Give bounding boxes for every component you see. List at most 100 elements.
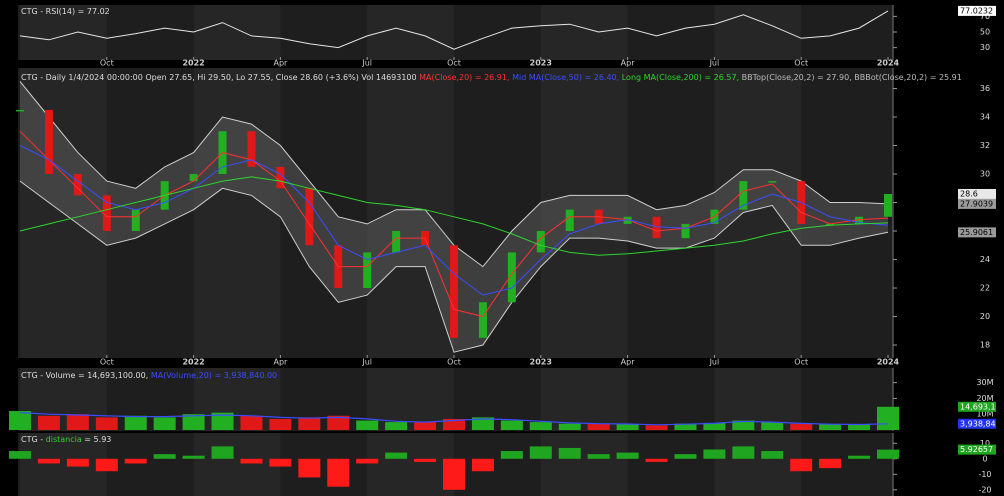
value-tag-label: 27.9039 <box>960 199 993 208</box>
candle <box>276 166 285 189</box>
period-band <box>193 68 281 358</box>
line <box>19 412 889 426</box>
period-band <box>20 368 107 431</box>
x-tick-label: Apr <box>273 59 288 68</box>
y-tick-label: 20 <box>980 312 990 321</box>
period-band <box>193 368 281 431</box>
title-part: CTG - RSI(14) = 77.02 <box>21 7 110 16</box>
bar <box>674 454 697 459</box>
x-tick-label: 2024 <box>877 358 900 367</box>
candle <box>652 216 661 239</box>
bar <box>443 418 465 430</box>
bar <box>848 455 871 459</box>
bar <box>66 414 89 430</box>
y-tick-label: 32 <box>980 141 990 150</box>
line <box>19 145 889 296</box>
candle <box>855 216 864 224</box>
value-tag <box>958 188 996 199</box>
value-tag <box>958 5 996 16</box>
y-tick-label: 0 <box>982 454 987 463</box>
x-tick-label: Oct <box>447 358 461 367</box>
candle <box>536 231 545 253</box>
value-tag-label: 28.6 <box>960 189 978 198</box>
value-tag <box>958 444 996 455</box>
bar <box>645 425 668 430</box>
line <box>19 176 889 256</box>
candle <box>565 209 574 232</box>
x-tick-label: 2022 <box>182 358 204 367</box>
x-tick-label: Oct <box>794 59 808 68</box>
title-part: Long MA(Close,200) = 26.57, <box>622 73 742 82</box>
bar <box>558 447 581 459</box>
bar <box>877 449 899 459</box>
value-tag-label: 14,693,1 <box>960 402 996 411</box>
candle <box>131 209 140 232</box>
value-tag <box>958 227 996 238</box>
bar <box>95 458 118 472</box>
x-tick-label: 2022 <box>182 59 204 68</box>
x-tick-label: Jul <box>361 358 372 367</box>
value-tag <box>958 198 996 209</box>
period-band <box>714 433 802 496</box>
bar <box>182 414 205 430</box>
panel-title: CTG - Daily 1/4/2024 00:00:00 Open 27.65… <box>21 73 962 82</box>
bar <box>385 422 408 430</box>
value-tag-label: 5.92657 <box>960 445 993 454</box>
value-tag-label: 3,938,84 <box>960 419 996 428</box>
candle <box>739 181 748 210</box>
bar <box>211 412 234 430</box>
x-tick-label: 2024 <box>877 59 900 68</box>
period-band <box>540 433 628 496</box>
bar <box>500 451 523 459</box>
title-part: MA(Volume,20) = 3,938,840.00 <box>151 371 277 380</box>
x-tick-label: Oct <box>100 59 114 68</box>
bar <box>703 449 726 459</box>
bar <box>616 452 639 459</box>
bar <box>298 417 321 430</box>
x-tick-label: Apr <box>621 59 636 68</box>
line <box>19 10 889 50</box>
candle <box>826 223 835 226</box>
period-band <box>193 433 281 496</box>
value-tag-label: 77.0232 <box>960 6 993 15</box>
y-tick-label: 22 <box>980 284 990 293</box>
y-tick-label: 70 <box>980 12 990 21</box>
bar <box>877 406 899 430</box>
bar <box>182 455 205 459</box>
y-tick-label: 18 <box>980 341 990 350</box>
panel-title: CTG - Volume = 14,693,100.00, MA(Volume,… <box>21 371 277 380</box>
x-tick-label: Apr <box>621 358 636 367</box>
x-tick-label: Jul <box>709 358 720 367</box>
bar <box>732 420 755 430</box>
panel-title: CTG - distancia = 5.93 <box>21 435 111 444</box>
bar <box>385 452 408 459</box>
bar <box>37 458 60 464</box>
period-band <box>20 5 107 60</box>
bar <box>414 422 437 430</box>
y-tick-label: 20M <box>976 394 993 403</box>
bar <box>414 458 437 462</box>
candle <box>392 231 401 253</box>
candle <box>681 223 690 239</box>
candle <box>44 109 53 175</box>
x-tick-label: Oct <box>794 358 808 367</box>
period-band <box>367 433 454 496</box>
y-tick-label: -10 <box>978 470 991 479</box>
y-tick-label: 50 <box>980 28 990 37</box>
value-tag <box>958 401 996 412</box>
bar <box>37 415 60 430</box>
candle <box>450 245 458 338</box>
y-tick-label: -20 <box>978 485 991 494</box>
candle <box>478 302 487 338</box>
bar <box>761 422 784 430</box>
bar <box>819 458 842 469</box>
title-part: Mid MA(Close,50) = 26.40, <box>512 73 622 82</box>
bar <box>558 423 581 430</box>
x-tick-label: 2023 <box>530 59 552 68</box>
candle <box>768 181 777 183</box>
band-fill <box>20 81 888 353</box>
bar <box>327 415 350 430</box>
bar <box>95 417 118 430</box>
bar <box>761 451 784 459</box>
